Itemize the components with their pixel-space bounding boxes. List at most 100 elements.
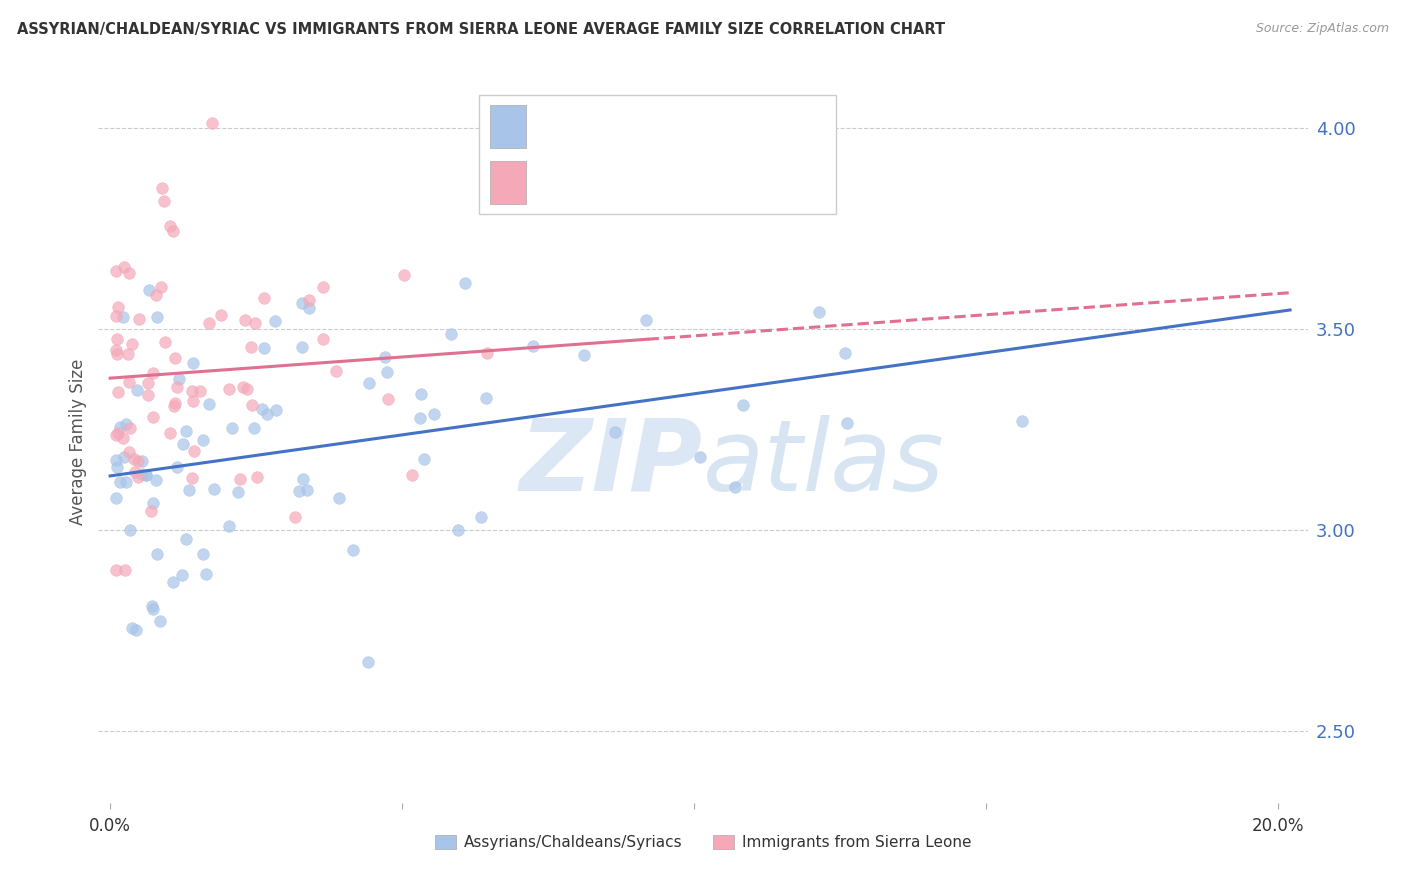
Point xyxy=(131,467,153,482)
Point xyxy=(298,293,321,307)
Point xyxy=(183,444,205,458)
Point xyxy=(150,181,173,195)
Point xyxy=(357,376,380,390)
Point xyxy=(142,602,165,616)
Point xyxy=(145,287,167,301)
Point xyxy=(163,396,186,410)
Point xyxy=(292,472,315,486)
Point xyxy=(193,433,215,447)
Point xyxy=(572,348,595,362)
Point xyxy=(104,491,127,505)
Point xyxy=(181,394,204,409)
Point xyxy=(159,219,181,234)
Point xyxy=(159,426,181,441)
Point xyxy=(162,224,184,238)
Point xyxy=(411,386,433,401)
Point xyxy=(218,518,240,533)
Point xyxy=(475,345,498,359)
Point xyxy=(104,309,127,323)
Point xyxy=(188,384,211,398)
Point xyxy=(401,467,423,482)
Point xyxy=(377,392,399,406)
Point xyxy=(266,403,288,417)
Point xyxy=(374,350,396,364)
Point xyxy=(177,483,200,498)
Point xyxy=(104,264,127,278)
Point xyxy=(181,471,204,485)
Point xyxy=(105,347,128,361)
Point xyxy=(138,283,160,297)
Point xyxy=(128,312,150,326)
Point xyxy=(139,504,162,518)
Point xyxy=(312,280,335,294)
Point xyxy=(375,365,398,379)
Point xyxy=(117,346,139,360)
Point xyxy=(221,420,243,434)
Point xyxy=(120,420,142,434)
Point xyxy=(142,367,165,381)
Point xyxy=(145,473,167,487)
Legend: Assyrians/Chaldeans/Syriacs, Immigrants from Sierra Leone: Assyrians/Chaldeans/Syriacs, Immigrants … xyxy=(429,830,977,856)
Point xyxy=(409,411,432,425)
Point xyxy=(235,313,257,327)
Point xyxy=(166,460,188,475)
Point xyxy=(141,599,163,613)
Point xyxy=(127,470,149,484)
Point xyxy=(636,313,658,327)
Point xyxy=(108,475,131,490)
Point xyxy=(163,400,186,414)
Point xyxy=(195,566,218,581)
Point xyxy=(135,467,157,482)
Text: ZIP: ZIP xyxy=(520,415,703,512)
Point xyxy=(104,343,127,358)
Point xyxy=(229,471,252,485)
Text: ASSYRIAN/CHALDEAN/SYRIAC VS IMMIGRANTS FROM SIERRA LEONE AVERAGE FAMILY SIZE COR: ASSYRIAN/CHALDEAN/SYRIAC VS IMMIGRANTS F… xyxy=(17,22,945,37)
Point xyxy=(104,563,127,577)
Point xyxy=(172,567,194,582)
Point xyxy=(108,420,131,434)
Point xyxy=(202,482,225,496)
Point xyxy=(197,396,219,410)
Point xyxy=(107,425,129,440)
Point xyxy=(201,116,224,130)
Point xyxy=(226,485,249,500)
Point xyxy=(145,310,167,324)
Point xyxy=(176,424,198,438)
Point xyxy=(107,385,129,400)
Text: atlas: atlas xyxy=(703,415,945,512)
Point xyxy=(724,479,747,493)
Point xyxy=(112,260,135,274)
Point xyxy=(191,547,214,561)
Point xyxy=(149,615,172,629)
Point xyxy=(127,383,149,397)
Point xyxy=(733,398,755,412)
Point xyxy=(176,532,198,546)
Point xyxy=(172,437,194,451)
Point xyxy=(149,280,172,294)
Point xyxy=(104,453,127,467)
Point xyxy=(232,379,254,393)
Point xyxy=(342,542,364,557)
Point xyxy=(834,346,856,360)
Point xyxy=(124,466,146,480)
Point xyxy=(288,484,311,499)
Point xyxy=(142,410,165,425)
Point xyxy=(1011,414,1033,428)
Point xyxy=(111,432,134,446)
Point xyxy=(121,622,143,636)
Point xyxy=(245,316,267,330)
Point xyxy=(392,268,415,282)
Point xyxy=(118,523,141,537)
Point xyxy=(422,408,444,422)
Point xyxy=(107,300,129,314)
Point xyxy=(209,308,232,322)
Point xyxy=(127,454,149,468)
Point xyxy=(117,266,139,280)
Point xyxy=(125,624,148,638)
Point xyxy=(105,332,128,346)
Point xyxy=(412,452,434,467)
Point xyxy=(807,305,830,319)
Point xyxy=(118,444,141,458)
Point xyxy=(135,467,157,482)
Point xyxy=(470,510,492,524)
